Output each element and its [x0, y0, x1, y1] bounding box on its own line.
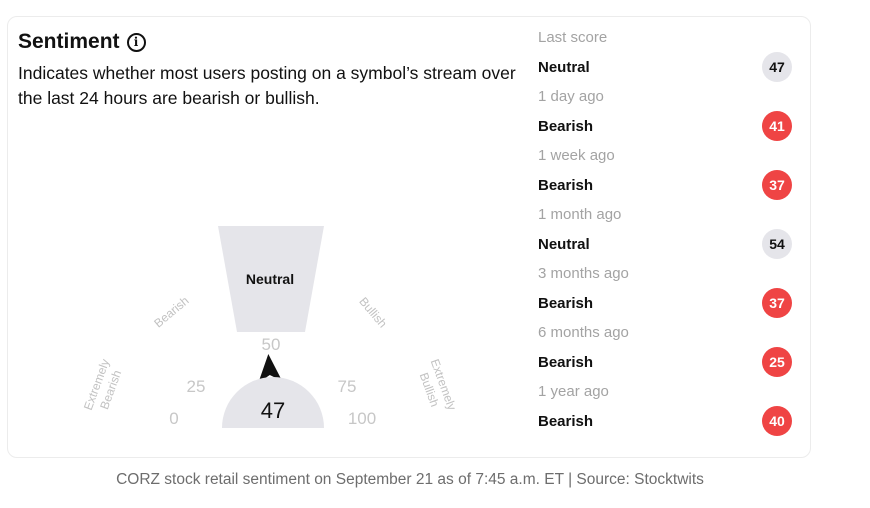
gauge-score-value: 47: [261, 398, 285, 423]
history-item: 1 month ago Neutral 54: [538, 204, 794, 263]
history-period: 1 week ago: [538, 147, 615, 164]
gauge-neutral-label: Neutral: [246, 271, 294, 287]
history-score-badge: 41: [762, 111, 792, 141]
gauge-extremely-bullish-label: Extremely Bullish: [417, 357, 459, 412]
gauge-needle-icon: [258, 354, 283, 383]
history-period: 3 months ago: [538, 265, 629, 282]
history-score-badge: 40: [762, 406, 792, 436]
history-score-badge: 37: [762, 170, 792, 200]
history-period: Last score: [538, 29, 608, 46]
history-score-badge: 47: [762, 52, 792, 82]
gauge-tick-50: 50: [262, 335, 281, 354]
history-item: 1 day ago Bearish 41: [538, 86, 794, 145]
sentiment-gauge: Neutral Bearish Bullish Extremely Bearis…: [81, 226, 459, 428]
history-sentiment-label: Neutral: [538, 236, 590, 253]
gauge-tick-100: 100: [348, 409, 376, 428]
sentiment-card: [7, 16, 811, 458]
gauge-bearish-label: Bearish: [151, 293, 191, 330]
sentiment-history: Last score Neutral 47 1 day ago Bearish 41 1 w…: [538, 27, 794, 440]
history-sentiment-label: Neutral: [538, 59, 590, 76]
gauge-tick-75: 75: [338, 377, 357, 396]
gauge-tick-25: 25: [187, 377, 206, 396]
gauge-score-dial: [222, 377, 324, 428]
history-period: 1 year ago: [538, 383, 609, 400]
widget-description: Indicates whether most users posting on …: [18, 63, 516, 108]
history-score-badge: 37: [762, 288, 792, 318]
history-period: 1 month ago: [538, 206, 622, 223]
history-item: 1 year ago Bearish 40: [538, 381, 794, 440]
history-period: 1 day ago: [538, 88, 604, 105]
history-score-badge: 54: [762, 229, 792, 259]
history-item: 3 months ago Bearish 37: [538, 263, 794, 322]
gauge-bullish-label: Bullish: [356, 294, 389, 330]
history-sentiment-label: Bearish: [538, 413, 594, 430]
figure-caption: CORZ stock retail sentiment on September…: [116, 471, 704, 488]
gauge-neutral-segment: [218, 226, 324, 332]
history-sentiment-label: Bearish: [538, 354, 594, 371]
gauge-tick-0: 0: [169, 409, 178, 428]
gauge-extremely-bearish-label: Extremely Bearish: [81, 357, 124, 412]
info-circle-icon[interactable]: i: [126, 32, 146, 52]
history-sentiment-label: Bearish: [538, 295, 594, 312]
history-item: 1 week ago Bearish 37: [538, 145, 794, 204]
history-item: 6 months ago Bearish 25: [538, 322, 794, 381]
title-row: Sentiment i: [18, 30, 146, 54]
history-sentiment-label: Bearish: [538, 118, 594, 135]
history-sentiment-label: Bearish: [538, 177, 594, 194]
history-period: 6 months ago: [538, 324, 629, 341]
widget-title: Sentiment: [18, 30, 120, 53]
history-item: Last score Neutral 47: [538, 27, 794, 86]
history-score-badge: 25: [762, 347, 792, 377]
